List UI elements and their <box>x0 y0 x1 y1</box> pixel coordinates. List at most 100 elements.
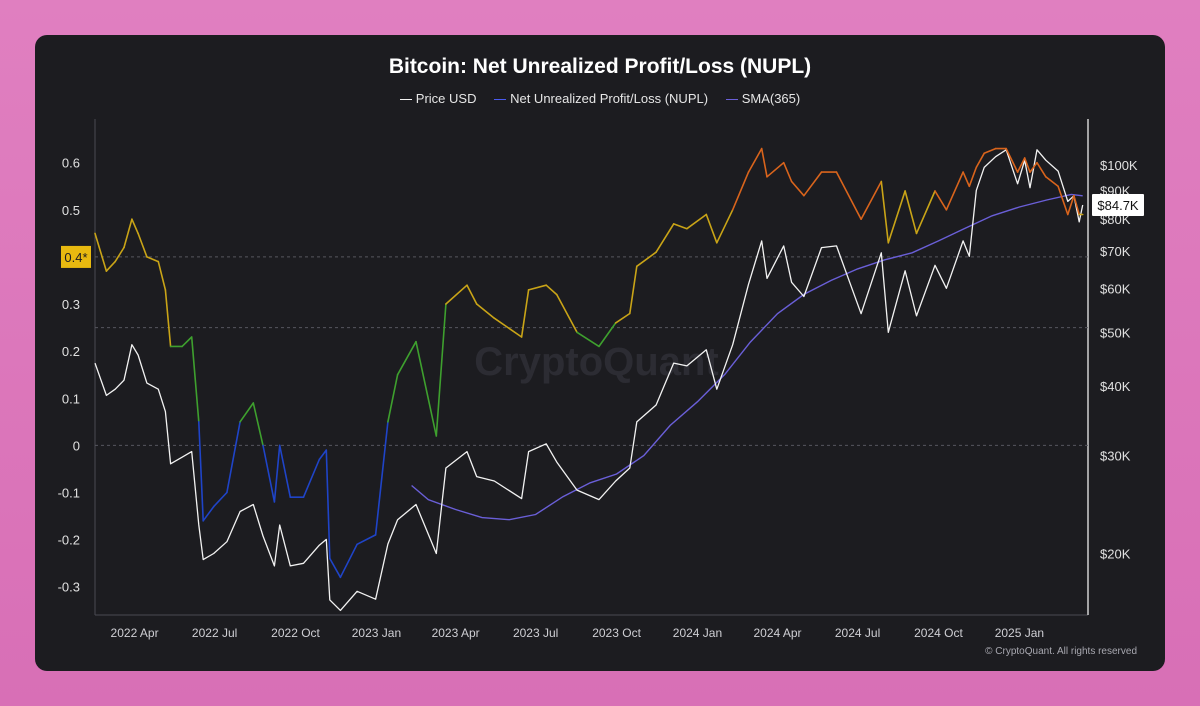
nupl-segment <box>356 534 377 546</box>
legend-item-nupl[interactable]: Net Unrealized Profit/Loss (NUPL) <box>494 91 708 106</box>
nupl-segment <box>1067 194 1075 216</box>
nupl-segment <box>747 147 763 173</box>
nupl-segment <box>157 260 167 291</box>
nupl-segment <box>273 444 281 503</box>
chart-legend: Price USD Net Unrealized Profit/Loss (NU… <box>35 91 1165 106</box>
nupl-segment <box>527 284 548 291</box>
plot-area[interactable]: CryptoQuant0.60.50.40.30.20.10-0.1-0.2-0… <box>35 35 1165 671</box>
nupl-segment <box>415 340 438 437</box>
legend-label-nupl: Net Unrealized Profit/Loss (NUPL) <box>510 91 709 106</box>
x-tick-label: 2024 Apr <box>753 626 801 640</box>
nupl-segment <box>628 265 638 315</box>
x-tick-label: 2025 Jan <box>995 626 1044 640</box>
x-tick-label: 2023 Jan <box>352 626 401 640</box>
nupl-segment <box>475 303 496 320</box>
legend-label-sma: SMA(365) <box>741 91 801 106</box>
nupl-segment <box>239 402 255 423</box>
nupl-segment <box>1005 147 1019 173</box>
nupl-segment <box>962 171 971 188</box>
left-tick-label: 0 <box>73 438 80 453</box>
nupl-segment <box>1036 161 1047 178</box>
nupl-segment <box>105 260 116 272</box>
nupl-segment <box>325 449 331 560</box>
nupl-segment <box>1057 185 1069 216</box>
nupl-segment <box>635 251 657 268</box>
x-tick-label: 2023 Oct <box>592 626 641 640</box>
nupl-segment <box>983 147 997 155</box>
nupl-segment <box>686 213 708 230</box>
nupl-segment <box>198 420 204 522</box>
nupl-segment <box>466 284 478 305</box>
nupl-segment <box>328 557 342 579</box>
nupl-segment <box>1016 157 1026 173</box>
x-tick-label: 2023 Jul <box>513 626 558 640</box>
nupl-segment <box>576 331 600 348</box>
right-tick-label: $20K <box>1100 546 1131 561</box>
right-tick-label: $100K <box>1100 158 1138 173</box>
nupl-segment <box>181 336 193 348</box>
nupl-segment <box>860 180 883 220</box>
current-price-label: $84.7K <box>1097 198 1139 213</box>
nupl-segment <box>493 317 523 338</box>
nupl-segment <box>435 303 447 437</box>
nupl-segment <box>766 161 785 178</box>
nupl-segment <box>445 284 468 305</box>
legend-swatch-price <box>399 99 412 101</box>
legend-item-sma[interactable]: SMA(365) <box>725 91 801 106</box>
nupl-segment <box>374 420 389 536</box>
x-tick-label: 2024 Jan <box>673 626 722 640</box>
nupl-segment <box>880 180 890 244</box>
nupl-segment <box>915 190 936 235</box>
right-tick-label: $60K <box>1100 281 1131 296</box>
x-tick-label: 2022 Apr <box>111 626 159 640</box>
price-line <box>94 149 1084 612</box>
left-tick-label: 0.2 <box>62 344 80 359</box>
left-tick-label: 0.5 <box>62 203 80 218</box>
nupl-segment <box>934 190 948 211</box>
nupl-segment <box>131 218 139 235</box>
copyright-text: © CryptoQuant. All rights reserved <box>985 646 1137 657</box>
watermark-text: CryptoQuant <box>474 340 718 384</box>
current-price-badge <box>1092 194 1144 217</box>
current-nupl-badge <box>61 245 91 268</box>
nupl-segment <box>387 373 399 423</box>
nupl-segment <box>1044 176 1059 188</box>
nupl-segment <box>731 171 750 211</box>
nupl-segment <box>790 180 805 197</box>
left-tick-label: -0.3 <box>58 580 80 595</box>
legend-swatch-sma <box>725 99 738 101</box>
x-tick-label: 2022 Oct <box>271 626 320 640</box>
nupl-segment <box>1023 157 1031 173</box>
nupl-segment <box>803 171 823 197</box>
nupl-segment <box>975 152 986 169</box>
nupl-segment <box>252 402 264 447</box>
nupl-segment <box>396 340 417 376</box>
legend-swatch-nupl <box>494 99 507 101</box>
x-tick-label: 2024 Oct <box>914 626 963 640</box>
nupl-segment <box>146 256 160 263</box>
nupl-segment <box>1029 161 1038 173</box>
nupl-segment <box>655 223 675 253</box>
right-tick-label: $30K <box>1100 449 1131 464</box>
chart-card: Bitcoin: Net Unrealized Profit/Loss (NUP… <box>35 35 1165 671</box>
legend-label-price: Price USD <box>415 91 477 106</box>
nupl-segment <box>190 336 200 423</box>
x-tick-label: 2023 Apr <box>432 626 480 640</box>
nupl-segment <box>760 147 768 178</box>
sma-line <box>411 193 1083 521</box>
x-tick-label: 2024 Jul <box>835 626 880 640</box>
nupl-segment <box>672 223 688 230</box>
nupl-segment <box>945 171 964 211</box>
nupl-segment <box>164 289 172 348</box>
x-tick-label: 2022 Jul <box>192 626 237 640</box>
nupl-segment <box>302 458 321 499</box>
nupl-segment <box>782 161 793 183</box>
chart-title: Bitcoin: Net Unrealized Profit/Loss (NUP… <box>388 55 812 78</box>
left-tick-label: 0.3 <box>62 297 80 312</box>
left-tick-label: 0.1 <box>62 391 80 406</box>
nupl-segment <box>887 190 906 244</box>
nupl-segment <box>705 213 718 244</box>
current-nupl-label: 0.4* <box>64 250 87 265</box>
legend-item-price[interactable]: Price USD <box>399 91 477 106</box>
left-tick-label: -0.1 <box>58 486 80 501</box>
